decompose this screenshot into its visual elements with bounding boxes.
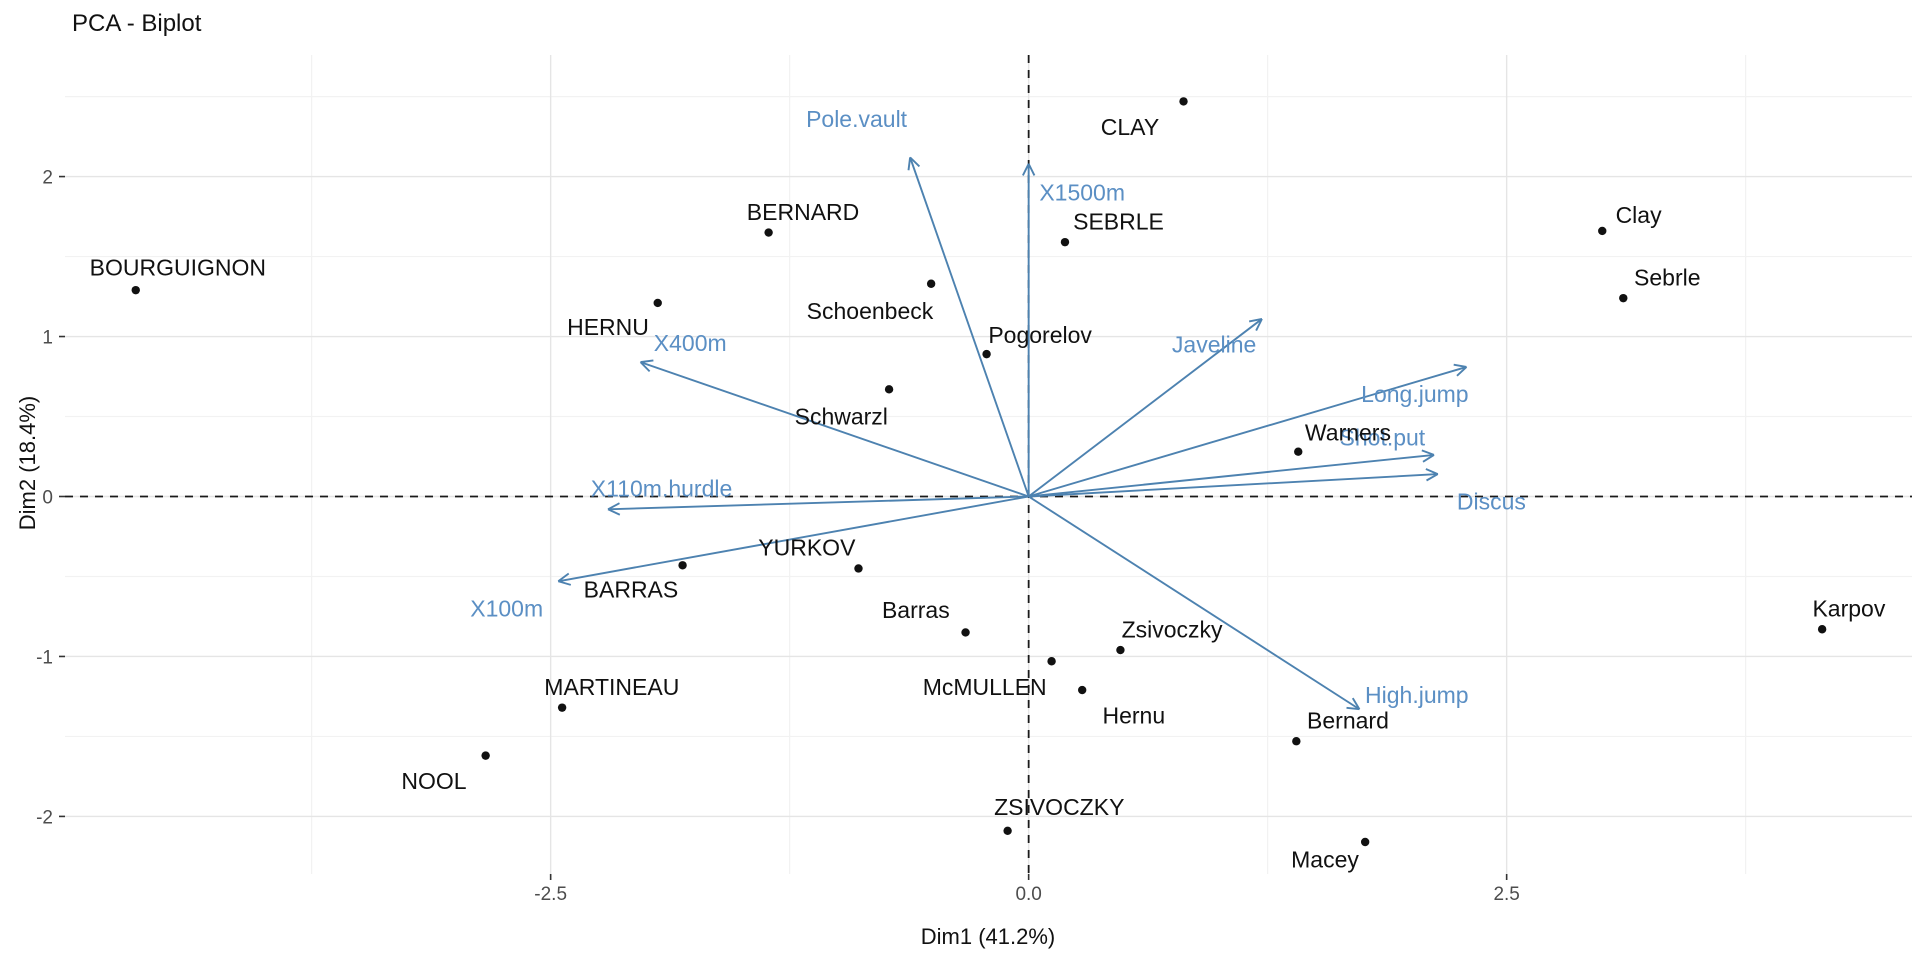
data-point-Macey (1360, 837, 1370, 847)
variable-arrowhead-Pole.vault (907, 157, 912, 171)
variable-arrow-High.jump (1028, 495, 1360, 711)
variable-label-Discus: Discus (1457, 488, 1526, 514)
point-label-Macey: Macey (1291, 847, 1359, 873)
point-label-NOOL: NOOL (401, 768, 466, 794)
y-tick-label: 2 (42, 168, 53, 189)
point-label-YURKOV: YURKOV (758, 535, 856, 561)
variable-arrow-X110m.hurdle (607, 495, 1029, 511)
data-point-Zsivoczky (1116, 645, 1125, 655)
variable-arrow-Pole.vault (909, 157, 1030, 497)
point-label-Schwarzl: Schwarzl (795, 404, 888, 430)
variable-label-High.jump: High.jump (1365, 682, 1469, 708)
variable-arrow-Discus (1028, 473, 1438, 498)
data-point-HERNU (653, 298, 662, 308)
point-label-Clay: Clay (1616, 202, 1663, 228)
point-label-BERNARD: BERNARD (747, 199, 859, 225)
variable-arrowhead-X100m (558, 580, 572, 586)
variable-arrowhead-X100m (557, 572, 570, 583)
variable-arrowhead-Pole.vault (909, 156, 921, 168)
variable-arrowhead-X400m (640, 359, 654, 364)
point-label-Warners: Warners (1305, 420, 1391, 446)
variable-arrowhead-X400m (639, 361, 651, 373)
y-tick-label: -2 (36, 807, 53, 828)
variable-arrowhead-X1500m (1022, 163, 1030, 176)
point-label-SEBRLE: SEBRLE (1073, 208, 1164, 234)
data-point-NOOL (481, 751, 490, 760)
y-tick-label: 0 (42, 487, 53, 508)
variable-arrow-Shot.put (1028, 453, 1435, 498)
data-point-Clay (1598, 226, 1607, 236)
variable-arrowhead-X110m.hurdle (607, 502, 620, 511)
x-tick-label: 0.0 (1015, 884, 1041, 905)
point-label-Bernard: Bernard (1307, 707, 1389, 733)
data-point-YURKOV (854, 564, 863, 573)
variable-arrowhead-Long.jump (1453, 363, 1467, 368)
x-tick-label: 2.5 (1493, 884, 1519, 905)
data-point-Warners (1294, 447, 1303, 456)
data-point-BOURGUIGNON (131, 285, 140, 295)
point-label-Hernu: Hernu (1102, 703, 1165, 729)
point-label-MARTINEAU: MARTINEAU (544, 674, 679, 700)
variable-arrow-Javeline (1028, 318, 1263, 498)
plot-title: PCA - Biplot (72, 10, 202, 37)
variable-label-X100m: X100m (470, 595, 543, 621)
data-point-Schwarzl (884, 385, 894, 394)
data-point-Bernard (1292, 737, 1301, 746)
variable-arrowhead-High.jump (1346, 706, 1360, 711)
y-axis-title: Dim2 (18.4%) (15, 395, 40, 531)
point-label-Barras: Barras (882, 597, 950, 623)
variable-arrowhead-Shot.put (1422, 454, 1435, 463)
variable-label-Pole.vault: Pole.vault (806, 106, 908, 132)
point-label-CLAY: CLAY (1101, 114, 1159, 140)
x-tick-label: -2.5 (534, 884, 567, 905)
variable-arrowhead-Discus (1425, 468, 1439, 475)
data-point-BERNARD (764, 228, 773, 237)
y-tick-label: 1 (42, 328, 53, 349)
data-point-BARRAS (678, 561, 687, 570)
x-axis-title: Dim1 (41.2%) (920, 924, 1056, 949)
data-point-Hernu (1077, 685, 1087, 695)
point-label-ZSIVOCZKY: ZSIVOCZKY (994, 794, 1124, 820)
variable-arrowhead-Long.jump (1456, 366, 1468, 377)
variable-arrowhead-High.jump (1351, 697, 1361, 710)
variable-label-X400m: X400m (654, 330, 727, 356)
variable-arrowhead-Javeline (1255, 318, 1263, 332)
y-tick-label: -1 (36, 647, 53, 668)
data-point-SEBRLE (1060, 237, 1070, 247)
data-point-Sebrle (1619, 293, 1628, 303)
data-point-Barras (961, 628, 970, 637)
point-label-Karpov: Karpov (1812, 595, 1885, 621)
point-label-BARRAS: BARRAS (584, 576, 679, 602)
variable-arrow-X100m (558, 495, 1029, 583)
point-label-Pogorelov: Pogorelov (988, 322, 1092, 348)
variable-arrow-X400m (640, 361, 1029, 498)
variable-label-Javeline: Javeline (1172, 332, 1256, 358)
variable-label-X1500m: X1500m (1039, 180, 1125, 206)
variable-arrowhead-X1500m (1027, 163, 1036, 176)
variable-arrowhead-Javeline (1248, 318, 1263, 323)
point-label-HERNU: HERNU (567, 314, 649, 340)
variable-label-X110m.hurdle: X110m.hurdle (591, 475, 733, 501)
point-label-Zsivoczky: Zsivoczky (1122, 616, 1223, 642)
data-point-Karpov (1817, 625, 1827, 634)
point-label-McMULLEN: McMULLEN (923, 674, 1047, 700)
data-point-McMULLEN (1047, 657, 1056, 666)
variable-arrowhead-Discus (1426, 473, 1439, 482)
data-point-Pogorelov (982, 349, 991, 359)
point-label-Sebrle: Sebrle (1634, 264, 1700, 290)
point-label-Schoenbeck: Schoenbeck (807, 298, 934, 324)
variable-arrowhead-Shot.put (1421, 449, 1435, 456)
variable-arrowhead-X110m.hurdle (607, 508, 621, 516)
data-point-CLAY (1179, 97, 1188, 106)
data-point-ZSIVOCZKY (1003, 826, 1012, 836)
data-point-Schoenbeck (926, 279, 936, 288)
variable-label-Shot.put: Shot.put (1340, 424, 1426, 450)
variable-arrow-Long.jump (1028, 366, 1467, 498)
data-point-MARTINEAU (557, 703, 567, 712)
point-label-BOURGUIGNON: BOURGUIGNON (90, 255, 266, 281)
variable-label-Long.jump: Long.jump (1361, 381, 1468, 407)
